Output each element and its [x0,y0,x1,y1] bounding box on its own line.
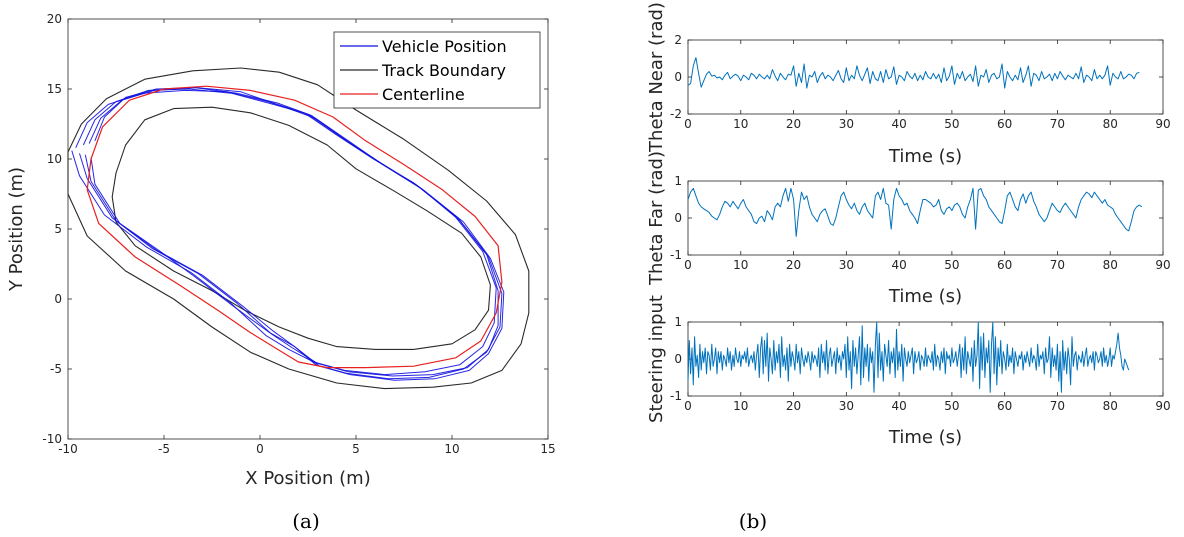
x-tick-label: 15 [540,442,555,456]
y-tick-label: 1 [674,315,682,329]
x-tick-label: 80 [1103,117,1118,131]
x-tick-label: 0 [256,442,264,456]
x-tick-label: 10 [444,442,459,456]
x-tick-label: 90 [1155,117,1170,131]
x-tick-label: 40 [891,258,906,272]
y-tick-label: 0 [674,211,682,225]
plot-frame [687,180,1164,256]
x-tick-label: 60 [997,399,1012,413]
y-axis-label: Theta Near (rad) [646,2,667,153]
x-tick-label: 20 [786,117,801,131]
x-tick-label: 70 [1050,117,1065,131]
x-tick-label: 80 [1103,258,1118,272]
theta-near-line [687,57,1140,89]
x-tick-label: 50 [944,399,959,413]
vehicle-position-line [71,89,497,376]
x-tick-label: 30 [839,258,854,272]
caption-b: (b) [739,509,767,533]
x-tick-label: 0 [684,117,692,131]
x-tick-label: 40 [891,117,906,131]
x-tick-label: 20 [786,258,801,272]
x-tick-label: 20 [786,399,801,413]
x-tick-label: 70 [1050,399,1065,413]
x-tick-label: 10 [733,399,748,413]
x-tick-label: 70 [1050,258,1065,272]
legend-vehicle-position-label: Vehicle Position [382,37,507,56]
x-tick-label: 50 [944,117,959,131]
centerline-line [86,85,503,369]
theta-far-line [687,187,1143,237]
y-tick-label: 15 [47,82,62,96]
x-tick-label: 10 [733,117,748,131]
x-tick-label: 80 [1103,399,1118,413]
x-axis-label: X Position (m) [245,468,370,489]
x-tick-label: -10 [58,442,78,456]
y-tick-label: -5 [50,362,62,376]
legend-track-boundary-label: Track Boundary [381,61,506,80]
track-boundary-line [67,67,530,390]
steering-input-line [687,321,1130,393]
x-tick-label: 50 [944,258,959,272]
y-tick-label: -2 [670,107,682,121]
y-tick-label: 0 [54,292,62,306]
legend-centerline-label: Centerline [382,85,465,104]
plot-frame [687,39,1164,115]
y-tick-label: 1 [674,174,682,188]
x-tick-label: 90 [1155,399,1170,413]
y-tick-label: 5 [54,222,62,236]
y-tick-label: 0 [674,352,682,366]
y-axis-label: Y Position (m) [6,167,27,292]
x-tick-label: -5 [158,442,170,456]
x-tick-label: 60 [997,117,1012,131]
x-tick-label: 60 [997,258,1012,272]
x-axis-label: Time (s) [888,146,962,167]
y-tick-label: -10 [42,432,62,446]
x-tick-label: 5 [352,442,360,456]
track-boundary-line [111,106,491,350]
x-tick-label: 0 [684,399,692,413]
y-tick-label: 2 [674,33,682,47]
x-tick-label: 90 [1155,258,1170,272]
x-tick-label: 30 [839,399,854,413]
x-axis-label: Time (s) [888,427,962,448]
y-tick-label: 20 [47,12,62,26]
vehicle-position-line [84,87,505,381]
y-tick-label: 10 [47,152,62,166]
y-tick-label: -1 [670,389,682,403]
y-tick-label: 0 [674,70,682,84]
x-tick-label: 40 [891,399,906,413]
x-tick-label: 10 [733,258,748,272]
caption-a: (a) [292,509,320,533]
y-tick-label: -1 [670,248,682,262]
x-axis-label: Time (s) [888,286,962,307]
legend: Vehicle Position Track Boundary Centerline [333,31,541,109]
y-axis-label: Steering input [646,295,667,423]
x-tick-label: 30 [839,117,854,131]
x-tick-label: 0 [684,258,692,272]
y-axis-label: Theta Far (rad) [646,151,667,286]
